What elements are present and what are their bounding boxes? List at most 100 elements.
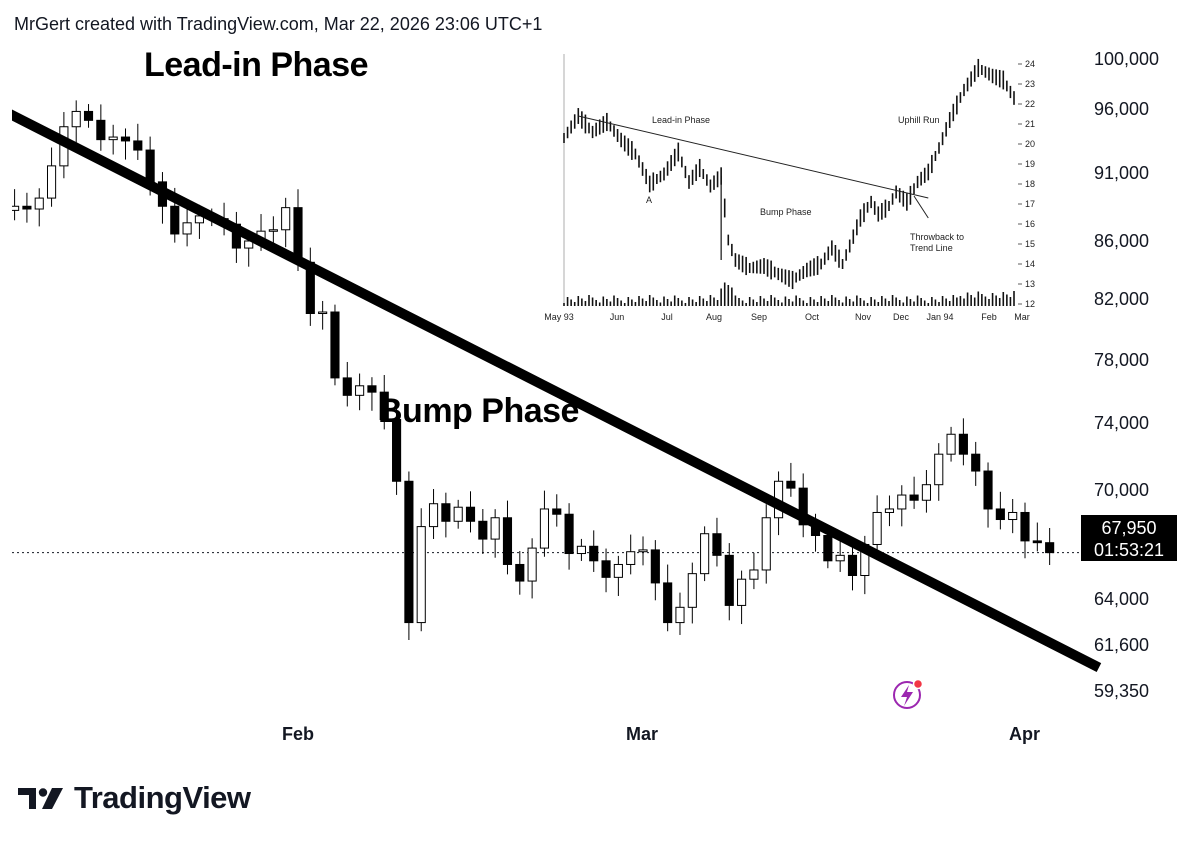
candle-body-down — [958, 433, 968, 455]
candle-body-down — [786, 480, 796, 489]
y-tick-label: 96,000 — [1094, 99, 1150, 119]
candle — [515, 550, 525, 595]
candle-body-down — [83, 110, 94, 121]
candle-body-down — [441, 503, 451, 522]
candle-body-down — [712, 533, 722, 556]
candle-body-up — [835, 554, 845, 562]
reference-y-tick-label: 15 — [1025, 239, 1035, 249]
candle — [22, 192, 32, 223]
candle — [34, 188, 44, 227]
reference-trend-line — [578, 115, 929, 199]
lightning-bolt-icon[interactable] — [892, 677, 926, 711]
reference-y-tick-label: 23 — [1025, 79, 1035, 89]
reference-y-tick-label: 22 — [1025, 99, 1035, 109]
reference-x-tick-label: Dec — [893, 312, 910, 322]
reference-y-tick-label: 13 — [1025, 279, 1035, 289]
candle-body-up — [268, 229, 278, 232]
candle-body-up — [71, 110, 81, 128]
candle-body-down — [995, 508, 1005, 521]
reference-y-tick-label: 21 — [1025, 119, 1035, 129]
candle — [761, 504, 771, 584]
candle — [404, 471, 414, 640]
candle-body-down — [847, 554, 858, 577]
reference-x-tick-label: Jul — [661, 312, 673, 322]
candle — [712, 517, 722, 567]
candle-body-up — [108, 136, 118, 141]
candle-body-up — [539, 508, 550, 549]
candle-body-up — [761, 517, 771, 571]
candle — [330, 304, 340, 386]
candle-body-up — [638, 549, 648, 553]
candle — [428, 489, 439, 539]
candle — [268, 216, 278, 245]
reference-y-tick-label: 20 — [1025, 139, 1035, 149]
candle — [392, 406, 402, 495]
candle-body-down — [379, 391, 389, 421]
candle-body-down — [971, 453, 981, 472]
reference-y-tick-label: 24 — [1025, 59, 1035, 69]
candle — [342, 361, 352, 407]
reference-y-tick-label: 12 — [1025, 299, 1035, 309]
candle-body-down — [724, 554, 734, 606]
candle — [626, 534, 636, 575]
candle — [737, 570, 747, 625]
candle-body-up — [355, 385, 365, 396]
candle-body-down — [502, 517, 513, 565]
candle — [379, 375, 389, 430]
candle-body-up — [428, 503, 439, 528]
y-tick-label: 86,000 — [1094, 231, 1150, 251]
candle-body-down — [465, 506, 476, 522]
candle-body-down — [392, 419, 402, 482]
candle — [367, 377, 377, 411]
candle-body-up — [884, 508, 895, 513]
candle — [700, 526, 710, 582]
candle — [281, 197, 291, 248]
candle — [12, 189, 20, 221]
candle-body-up — [897, 494, 907, 510]
reference-x-tick-label: Oct — [805, 312, 820, 322]
candle-body-down — [601, 560, 611, 578]
reference-x-tick-label: Nov — [855, 312, 872, 322]
reference-x-tick-label: Sep — [751, 312, 767, 322]
reference-annotation: Lead-in Phase — [652, 115, 710, 125]
y-tick-label: 64,000 — [1094, 589, 1150, 609]
candle-body-up — [749, 569, 759, 580]
candle-body-up — [318, 311, 328, 315]
candle — [958, 418, 968, 466]
candle-body-up — [576, 545, 586, 555]
candle — [1032, 522, 1042, 552]
candle-body-down — [22, 205, 32, 210]
reference-y-tick-label: 17 — [1025, 199, 1035, 209]
candle-body-down — [1045, 542, 1055, 554]
candle — [465, 491, 476, 533]
candle-body-up — [46, 165, 57, 199]
tradingview-logo-icon — [18, 788, 63, 809]
candle — [527, 538, 537, 599]
candle-body-down — [663, 582, 673, 624]
candle — [231, 211, 241, 263]
candle — [305, 247, 315, 326]
candle — [971, 441, 981, 486]
candle-body-down — [342, 377, 352, 396]
candle — [786, 462, 796, 497]
candle — [847, 543, 858, 591]
candle — [182, 208, 192, 247]
tradingview-logo[interactable]: TradingView — [18, 780, 251, 816]
reference-annotation: Trend Line — [910, 243, 953, 253]
candle — [687, 562, 697, 624]
candle-body-up — [527, 547, 537, 582]
candle — [995, 491, 1005, 530]
reference-x-tick-label: Aug — [706, 312, 722, 322]
candle — [835, 539, 845, 572]
lead-in-phase-label: Lead-in Phase — [144, 46, 369, 84]
candle-body-down — [367, 385, 377, 393]
candle — [946, 426, 956, 462]
candle — [71, 100, 81, 143]
candle — [96, 104, 106, 151]
brand-name: TradingView — [74, 780, 251, 815]
candle-body-down — [404, 480, 414, 624]
candle-body-down — [96, 119, 106, 141]
reference-y-tick-label: 18 — [1025, 179, 1035, 189]
price-chart[interactable]: 24 23 22 21 20 19 18 17 16 15 14 13 12 May 93 Jun Jul Au… — [12, 40, 1188, 752]
candle-body-up — [34, 197, 44, 210]
